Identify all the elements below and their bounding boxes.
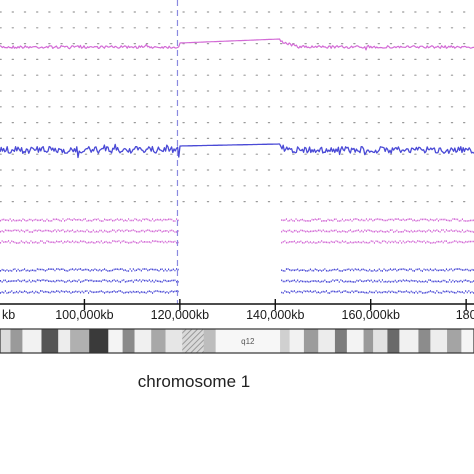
chromosome-band <box>22 329 42 353</box>
chromosome-band <box>346 329 364 353</box>
chromosome-band <box>318 329 336 353</box>
x-tick-label: kb <box>2 308 15 322</box>
no-data-gap <box>179 206 281 304</box>
series-line <box>0 143 474 159</box>
genotype-row <box>0 218 179 222</box>
chromosome-band <box>447 329 462 353</box>
chromosome-band <box>430 329 448 353</box>
genotype-tracks <box>0 206 474 304</box>
chromosome-band <box>0 329 11 353</box>
chromosome-band <box>334 329 348 353</box>
chromosome-band <box>70 329 90 353</box>
chromosome-band <box>89 329 109 353</box>
chromosome-band <box>165 329 183 353</box>
chromosome-band <box>41 329 59 353</box>
genotype-row <box>281 290 474 294</box>
chromosome-band <box>289 329 305 353</box>
genotype-row <box>0 279 179 283</box>
chromosome-band <box>134 329 152 353</box>
signal-tracks <box>0 38 474 159</box>
chromosome-band <box>215 329 281 353</box>
chromosome-band <box>10 329 23 353</box>
genotype-row <box>0 290 179 294</box>
chromosome-band <box>203 329 216 353</box>
x-axis: kb 100,000kb 120,000kb 140,000kb 160,000kb 18… <box>0 299 474 322</box>
chromosome-band <box>122 329 135 353</box>
chromosome-band <box>399 329 419 353</box>
genotype-row <box>281 229 474 233</box>
x-tick-label: 100,000kb <box>55 308 113 322</box>
genotype-row <box>0 229 179 233</box>
x-tick-label: 120,000kb <box>151 308 209 322</box>
x-tick-label: 140,000kb <box>246 308 304 322</box>
genotype-row <box>281 218 474 222</box>
chromosome-band <box>280 329 290 353</box>
chromosome-band <box>373 329 388 353</box>
chromosome-band <box>303 329 319 353</box>
chromosome-band <box>151 329 166 353</box>
chromosome-band <box>182 329 205 353</box>
series-line <box>0 38 474 51</box>
band-label: q12 <box>241 337 255 346</box>
x-tick-label: 180 <box>456 308 474 322</box>
chromosome-band <box>461 329 474 353</box>
genotype-row <box>0 240 179 244</box>
genotype-row <box>281 268 474 272</box>
genotype-row <box>0 268 179 272</box>
chromosome-band <box>418 329 431 353</box>
x-axis-label: chromosome 1 <box>138 372 250 391</box>
chromosome-band <box>387 329 400 353</box>
chromosome-outline <box>0 328 474 354</box>
genotype-row <box>281 279 474 283</box>
chromosome-band <box>108 329 123 353</box>
genotype-row <box>281 240 474 244</box>
chromosome-ideogram: q12 <box>0 328 474 354</box>
chromosome-band <box>363 329 374 353</box>
x-tick-label: 160,000kb <box>342 308 400 322</box>
chromosome-band <box>58 329 71 353</box>
